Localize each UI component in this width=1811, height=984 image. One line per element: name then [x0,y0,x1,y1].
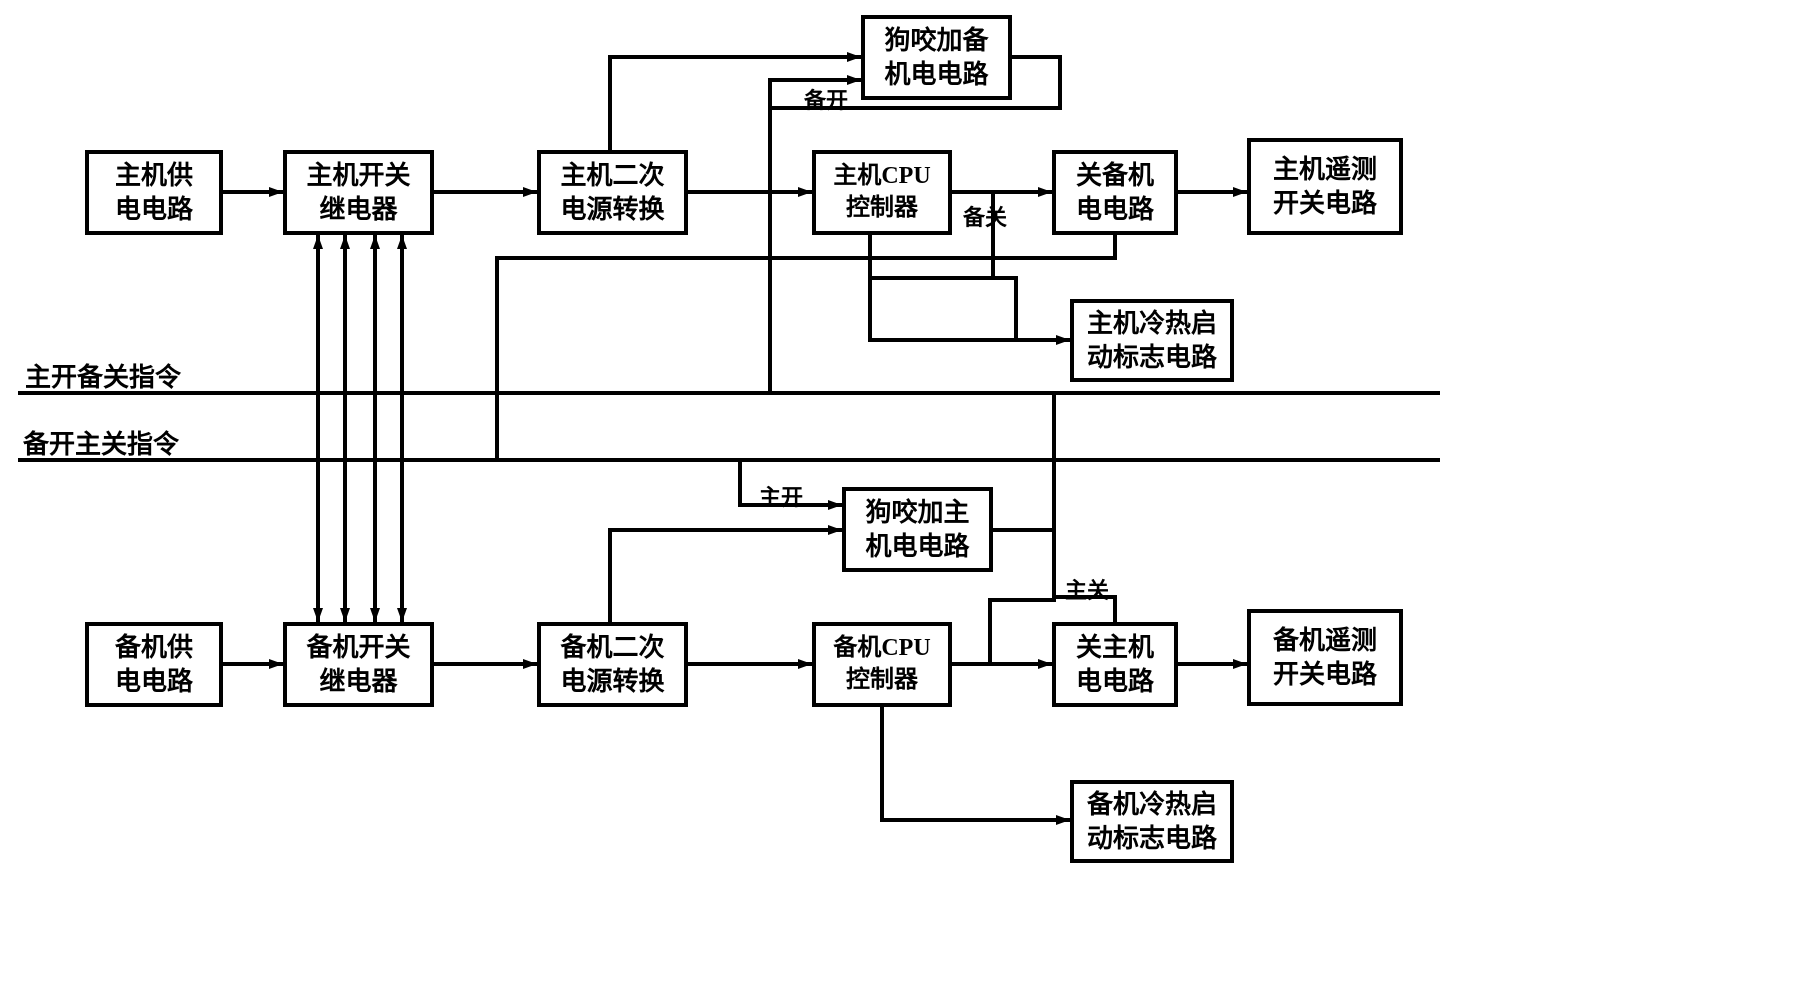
n_standby_coldhot: 备机冷热启动标志电路 [1070,780,1234,863]
n_main_relay: 主机开关继电器 [283,150,434,235]
n_standby_2nd: 备机二次电源转换 [537,622,688,707]
lbl_bei_kai: 备开 [804,83,848,115]
lbl_bei_guan: 备关 [963,200,1007,232]
n_main_telemetry: 主机遥测开关电路 [1247,138,1403,235]
n_main_cpu: 主机CPU控制器 [812,150,952,235]
n_main_coldhot: 主机冷热启动标志电路 [1070,299,1234,382]
n_standby_telemetry: 备机遥测开关电路 [1247,609,1403,706]
n_standby_relay: 备机开关继电器 [283,622,434,707]
n_mid_watchdog: 狗咬加主机电电路 [842,487,993,572]
n_main_2nd: 主机二次电源转换 [537,150,688,235]
cmd_main_on: 主开备关指令 [25,357,181,394]
n_close_main: 关主机电电路 [1052,622,1178,707]
n_top_right_watchdog: 狗咬加备机电电路 [861,15,1012,100]
n_standby_cpu: 备机CPU控制器 [812,622,952,707]
lbl_zhu_guan: 主关 [1065,573,1109,605]
lbl_zhu_kai: 主开 [759,480,803,512]
n_main_power: 主机供电电路 [85,150,223,235]
n_close_standby: 关备机电电路 [1052,150,1178,235]
n_standby_power: 备机供电电路 [85,622,223,707]
cmd_standby_on: 备开主关指令 [23,424,179,461]
